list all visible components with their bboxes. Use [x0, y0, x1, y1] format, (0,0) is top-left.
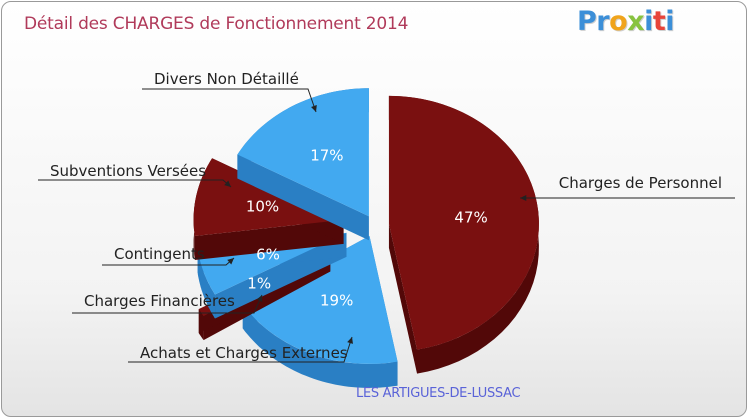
logo-letter: t — [652, 6, 666, 37]
leader-line — [128, 336, 353, 363]
percent-label: 10% — [246, 198, 279, 216]
slice-side — [242, 304, 398, 388]
slice-wall — [194, 219, 344, 260]
logo-letter: P — [577, 6, 597, 37]
chart-title: Détail des CHARGES de Fonctionnement 201… — [24, 14, 409, 34]
slice-label: Divers Non Détaillé — [154, 70, 299, 88]
slice-label: Contingents — [114, 245, 205, 263]
slice-top — [193, 158, 344, 236]
leader-arrow — [224, 180, 231, 187]
percent-label: 19% — [320, 292, 353, 310]
leader-arrow — [311, 105, 317, 112]
slice-top — [388, 95, 539, 350]
slice-side — [197, 248, 215, 319]
percent-label: 47% — [454, 208, 487, 226]
chart-subtitle: LES ARTIGUES-DE-LUSSAC — [356, 386, 521, 401]
leader-arrow — [227, 258, 234, 265]
slice-top — [242, 235, 398, 364]
logo-letter: x — [627, 6, 645, 37]
logo-letter: i — [665, 6, 675, 37]
pie-slice — [388, 95, 539, 374]
pie-slice — [237, 88, 369, 241]
slice-label: Charges de Personnel — [559, 174, 722, 192]
leader-arrow — [256, 295, 263, 302]
slice-label: Subventions Versées — [50, 162, 206, 180]
logo-letter: r — [596, 6, 610, 37]
leader-arrow — [347, 337, 353, 344]
slice-label: Achats et Charges Externes — [140, 344, 348, 362]
logo-letter: i — [644, 6, 653, 37]
leader-arrow — [520, 194, 527, 202]
percent-label: 1% — [247, 274, 271, 292]
pie-slice — [193, 158, 344, 260]
pie-slices — [193, 88, 539, 388]
percent-label: 6% — [256, 246, 280, 264]
slice-wall — [237, 154, 369, 241]
slice-wall — [388, 223, 418, 374]
slice-top — [237, 88, 369, 217]
proxiti-logo: Proxiti — [577, 6, 675, 37]
percent-label: 17% — [310, 147, 343, 165]
leader-line — [72, 294, 263, 314]
logo-letter: o — [609, 6, 628, 37]
leader-line — [142, 88, 317, 113]
slice-label: Charges Financières — [84, 292, 235, 310]
